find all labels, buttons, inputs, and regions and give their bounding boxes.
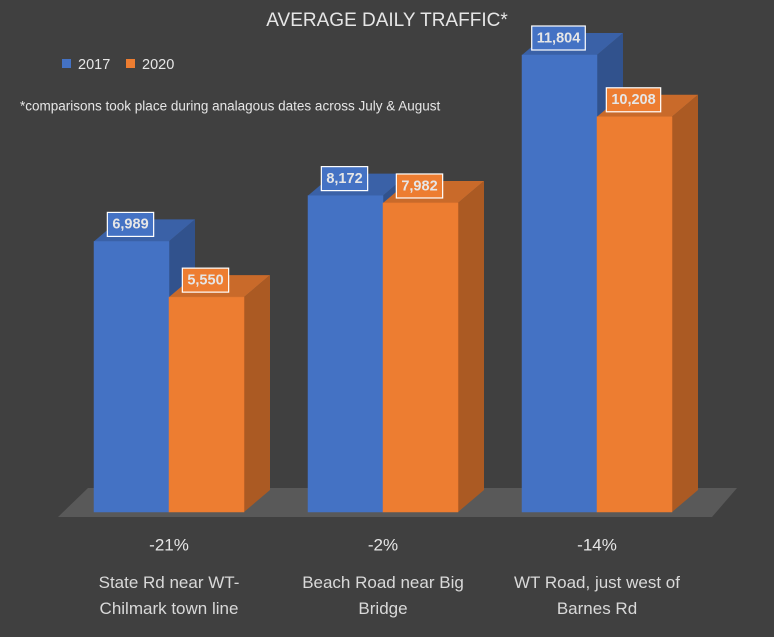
legend-swatch	[126, 59, 135, 68]
value-label: 7,982	[401, 178, 437, 194]
bar-side	[672, 94, 698, 513]
bar	[596, 116, 673, 513]
value-label: 6,989	[112, 217, 148, 233]
value-label: 11,804	[537, 30, 581, 46]
note: *comparisons took place during analagous…	[20, 99, 440, 114]
x-tick-label: WT Road, just west of Barnes Rd	[514, 573, 680, 618]
value-label: 8,172	[326, 171, 362, 187]
value-label-box	[181, 267, 230, 293]
annotation: -14%	[577, 535, 617, 554]
legend-swatch	[62, 59, 71, 68]
annotation: -2%	[368, 535, 398, 554]
bar	[93, 241, 170, 513]
value-label-box	[395, 173, 444, 199]
chart-title: AVERAGE DAILY TRAFFIC*	[266, 10, 508, 31]
x-tick-label: State Rd near WT-Chilmark town line	[98, 573, 240, 618]
value-label: 10,208	[611, 92, 655, 108]
bar-side	[458, 180, 484, 512]
value-label: 5,550	[187, 272, 223, 288]
bar	[307, 195, 384, 513]
bar	[521, 54, 598, 513]
legend-label: 2017	[78, 57, 110, 73]
bar-side	[244, 275, 270, 512]
value-label-box	[106, 211, 155, 238]
value-label-box	[320, 166, 369, 192]
value-label-box	[605, 87, 662, 113]
bar	[168, 296, 245, 513]
x-tick-label: Beach Road near Big Bridge	[302, 573, 464, 618]
legend-label: 2020	[142, 57, 174, 73]
annotation: -21%	[149, 535, 189, 554]
bar	[382, 202, 459, 513]
value-label-box	[531, 25, 586, 51]
